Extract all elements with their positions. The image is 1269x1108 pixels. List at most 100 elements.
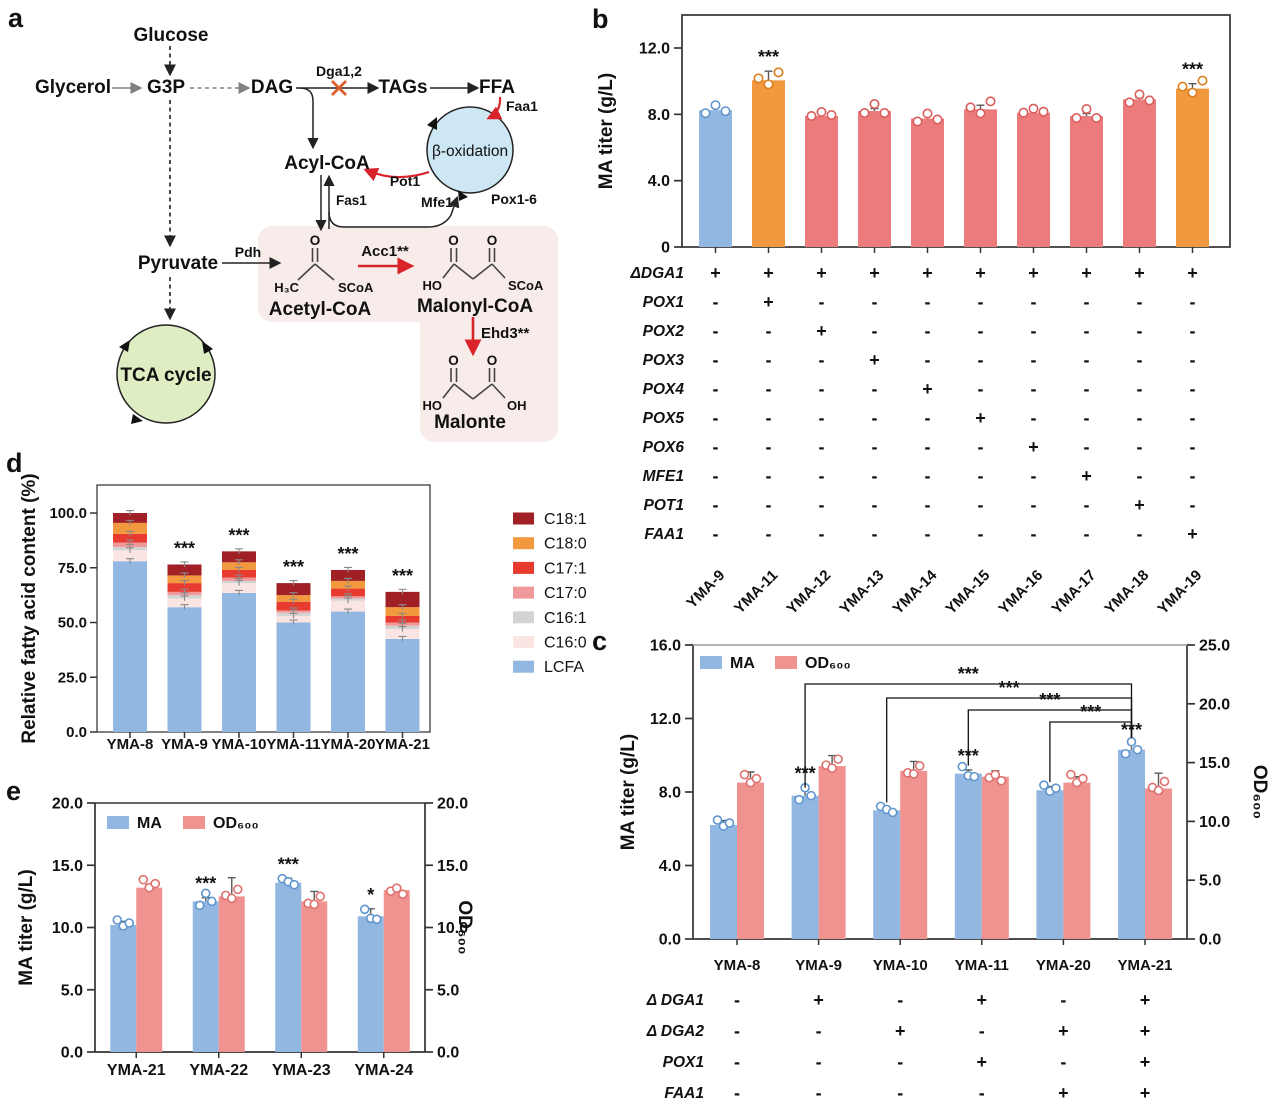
bar-segment	[385, 638, 420, 732]
bar	[873, 810, 901, 939]
data-point	[957, 761, 968, 772]
error-bar	[398, 619, 407, 626]
bar-segment	[113, 561, 147, 732]
genotype-value: -	[1190, 437, 1196, 457]
legend-label-ma: MA	[730, 655, 755, 672]
strain-label: YMA-24	[354, 1062, 413, 1079]
data-point	[1038, 106, 1049, 117]
genotype-value: -	[872, 437, 878, 457]
genotype-value: -	[925, 350, 931, 370]
error-bar	[344, 585, 352, 592]
bar-segment	[331, 600, 365, 612]
legend-label-ma: MA	[137, 815, 162, 832]
genotype-value: -	[1190, 292, 1196, 312]
gene-label: POX4	[643, 381, 685, 398]
genotype-value: -	[1031, 379, 1037, 399]
node-tca-cycle: TCA cycle	[120, 365, 211, 386]
bar	[218, 896, 245, 1052]
node-ffa: FFA	[479, 77, 515, 98]
data-point	[112, 915, 123, 925]
bar	[791, 795, 819, 939]
data-point	[751, 773, 762, 784]
genotype-value: -	[713, 437, 719, 457]
genotype-value: +	[1028, 263, 1039, 283]
genotype-value: -	[766, 437, 772, 457]
bar-segment	[167, 598, 202, 608]
arrow-dag-acylcoa	[299, 87, 319, 150]
bar-segment	[167, 583, 202, 592]
error-bar	[235, 574, 243, 581]
data-point	[990, 769, 1001, 780]
genotype-value: -	[713, 524, 719, 544]
y-axis-title-right: OD₆₀₀	[1249, 765, 1269, 819]
sig-label: ***	[1080, 702, 1101, 722]
genotype-value: -	[1137, 408, 1143, 428]
atom-ho: HO	[423, 398, 443, 413]
error-bar	[398, 588, 407, 595]
data-point	[1078, 773, 1088, 784]
genotype-value: +	[1140, 1052, 1151, 1072]
genotype-value: +	[895, 1021, 906, 1041]
arrow-betaox-acylcoa	[363, 167, 430, 182]
legend-swatch	[513, 636, 534, 648]
error-bar	[398, 635, 407, 642]
genotype-value: -	[713, 408, 719, 428]
genotype-value: +	[975, 263, 986, 283]
genotype-value: -	[766, 408, 772, 428]
data-point	[1124, 97, 1135, 108]
legend-swatch	[513, 611, 534, 624]
genotype-value: -	[897, 990, 903, 1010]
y-axis-title-left: MA titer (g/L)	[618, 734, 639, 850]
bar-segment	[113, 513, 147, 523]
cycle-arrowhead-icon	[427, 117, 437, 130]
genotype-value: -	[978, 466, 984, 486]
sig-label: ***	[958, 664, 979, 684]
genotype-value: -	[979, 1083, 985, 1103]
data-point	[826, 109, 837, 120]
atom-ho: HO	[423, 278, 443, 293]
genotype-value: -	[925, 292, 931, 312]
node-beta-oxidation: β-oxidation	[432, 143, 508, 160]
data-point	[150, 878, 161, 889]
bar	[818, 766, 846, 939]
y-tick-label: 15.0	[52, 858, 83, 875]
data-point	[794, 794, 804, 805]
genotype-value: -	[1190, 350, 1196, 370]
gene-label: FAA1	[664, 1085, 704, 1102]
legend-swatch-ma	[107, 816, 129, 829]
beta-oxidation-circle	[426, 106, 514, 194]
genotype-value: -	[978, 379, 984, 399]
legend-label: C16:0	[544, 635, 587, 652]
bar-segment	[222, 562, 256, 570]
gene-label: Δ DGA1	[646, 992, 704, 1009]
genotype-value: -	[978, 292, 984, 312]
genotype-value: -	[816, 1083, 822, 1103]
strain-label: YMA-22	[189, 1062, 248, 1079]
legend-label: C18:0	[544, 536, 587, 553]
legend-label-od: OD₆₀₀	[213, 815, 259, 832]
genotype-value: -	[1084, 524, 1090, 544]
y-tick-label: 25.0	[1199, 638, 1230, 655]
strain-label: YMA-18	[1101, 567, 1152, 618]
genotype-value: -	[1137, 524, 1143, 544]
enzyme-mfe1: Mfe1	[421, 194, 453, 210]
genotype-value: -	[925, 321, 931, 341]
y-tick-label: 20.0	[52, 796, 83, 813]
bar-segment	[113, 522, 147, 534]
y-tick-label: 0.0	[437, 1045, 459, 1062]
genotype-value: -	[925, 437, 931, 457]
genotype-value: -	[819, 292, 825, 312]
genotype-value: -	[1084, 350, 1090, 370]
bar	[1070, 115, 1103, 248]
error-bar	[126, 558, 134, 564]
genotype-value: +	[869, 350, 880, 370]
genotype-value: -	[1031, 292, 1037, 312]
genotype-value: -	[925, 495, 931, 515]
bar	[805, 115, 838, 248]
sig-label: ***	[392, 566, 413, 586]
genotype-value: -	[1084, 292, 1090, 312]
genotype-value: +	[710, 263, 721, 283]
genotype-value: -	[925, 408, 931, 428]
genotype-value: -	[872, 495, 878, 515]
bar	[900, 770, 928, 939]
